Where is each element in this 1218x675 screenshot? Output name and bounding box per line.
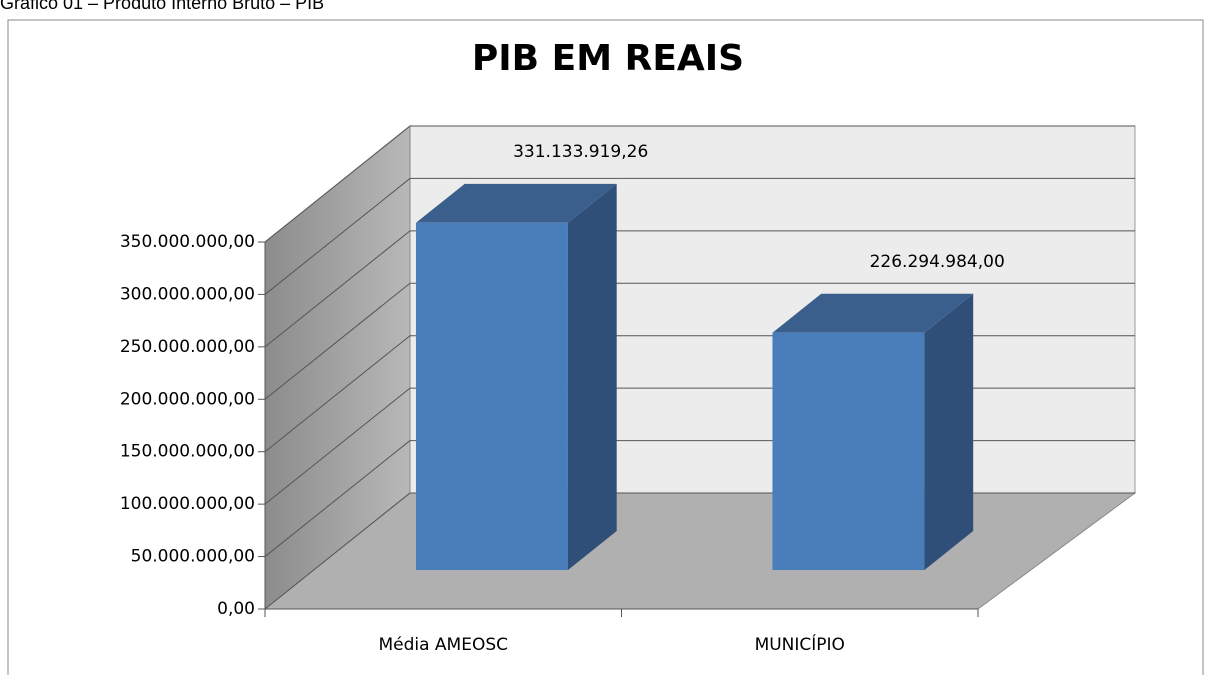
grid-line [264,440,411,557]
x-tick-label: MUNICÍPIO [755,633,845,655]
chart-title: PIB EM REAIS [472,38,744,79]
y-tick-label: 300.000.000,00 [120,284,255,304]
grid-line [264,282,411,400]
y-tick-label: 250.000.000,00 [120,337,255,357]
y-tick-label: 200.000.000,00 [120,389,255,409]
y-tick-label: 100.000.000,00 [120,494,255,514]
data-label: 331.133.919,26 [513,142,648,162]
grid-line [264,492,411,610]
grid-line [264,230,411,348]
x-tick-label: Média AMEOSC [378,635,508,655]
grid-line [264,387,411,505]
floor [263,492,1137,610]
bar-side [924,293,974,571]
caption: Gráfico 01 – Produto Interno Bruto – PIB [0,0,324,13]
grid-line [264,178,411,295]
data-label: 226.294.984,00 [870,252,1005,272]
bar [772,332,925,571]
bar-top [772,293,974,333]
y-tick-label: 350.000.000,00 [120,232,255,252]
y-tick-label: 0,00 [217,599,255,619]
chart-border [7,19,1204,675]
grid-line [264,125,411,243]
y-tick-label: 50.000.000,00 [131,547,255,567]
bar-top [415,183,617,223]
grid-line [264,335,411,453]
bar-side [567,183,617,571]
y-tick-label: 150.000.000,00 [120,442,255,462]
bar [415,222,568,571]
